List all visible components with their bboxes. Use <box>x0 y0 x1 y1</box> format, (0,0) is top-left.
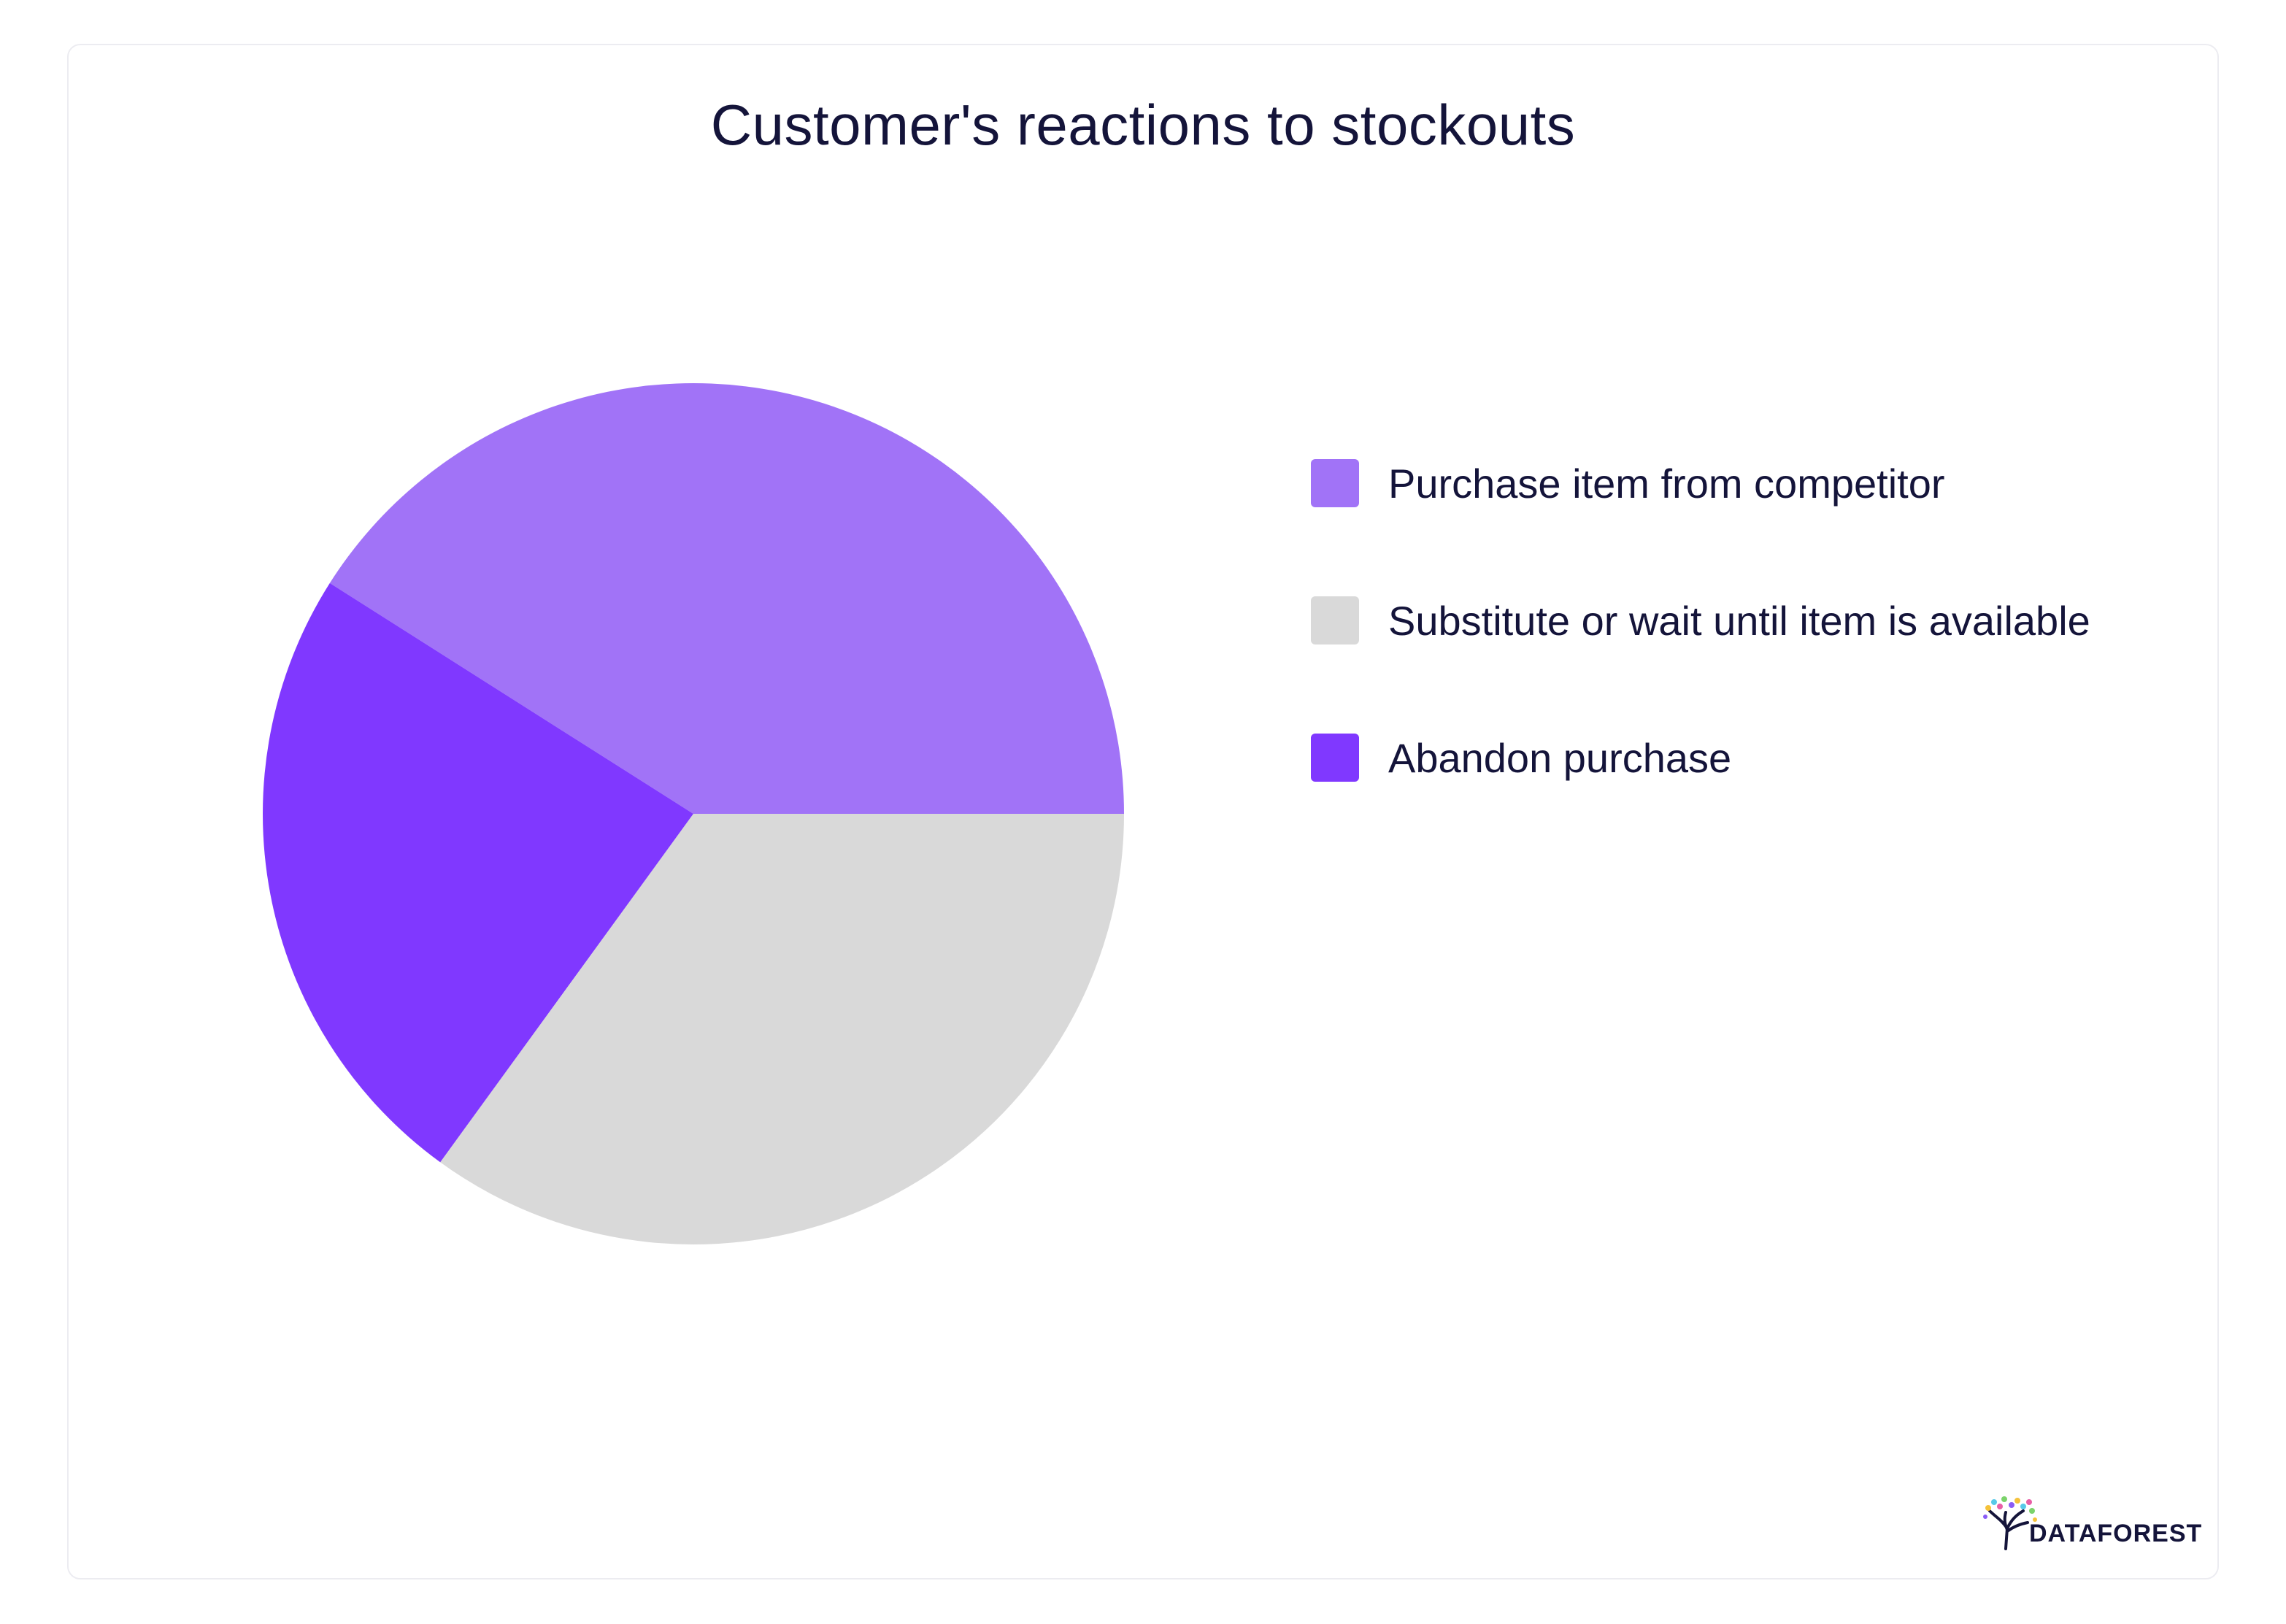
legend-label: Purchase item from competitor <box>1388 460 1945 507</box>
legend-label: Abandon purchase <box>1388 734 1732 781</box>
pie-chart <box>263 383 1124 1244</box>
legend-swatch <box>1311 596 1359 644</box>
chart-title: Customer's reactions to stockouts <box>710 93 1576 157</box>
chart-legend: Purchase item from competitor Substitute… <box>1311 454 2090 866</box>
legend-item-competitor: Purchase item from competitor <box>1311 454 2090 512</box>
tree-logo-icon <box>1983 1496 2037 1550</box>
legend-swatch <box>1311 734 1359 782</box>
pie-slice-competitor <box>329 383 1124 814</box>
pie-slice-substitute <box>440 814 1124 1244</box>
legend-label: Substitute or wait until item is availab… <box>1388 597 2090 644</box>
legend-swatch <box>1311 459 1359 507</box>
legend-item-substitute: Substitute or wait until item is availab… <box>1311 591 2090 650</box>
legend-item-abandon: Abandon purchase <box>1311 728 2090 787</box>
dataforest-logo: DATAFOREST <box>1979 1486 2201 1552</box>
pie-slice-abandon <box>263 582 693 1163</box>
logo-text: DATAFOREST <box>2029 1520 2203 1547</box>
